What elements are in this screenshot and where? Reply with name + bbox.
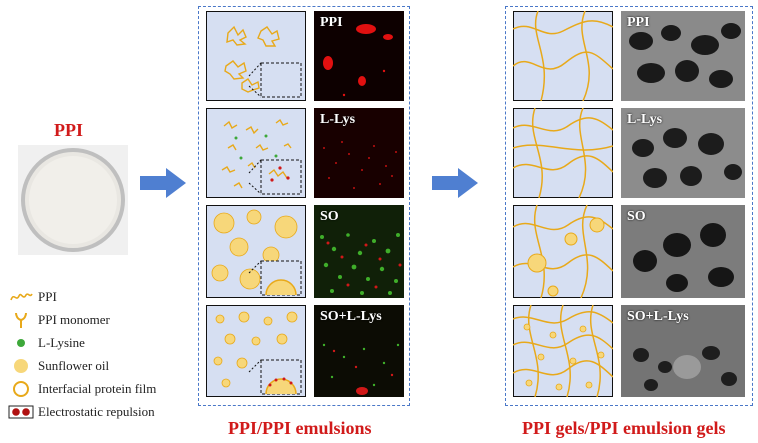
legend-label: PPI xyxy=(38,289,57,304)
arrow-right-icon xyxy=(432,168,478,198)
emulsion-micrograph-ppi: PPI xyxy=(314,11,404,101)
gel-schematic-l-lys xyxy=(513,108,613,198)
electrostatic-repulsion-icon xyxy=(8,403,34,421)
emulsion-schematic-so xyxy=(206,205,306,298)
gel-sem-so: SO xyxy=(621,205,745,298)
emulsion-micrograph-so-l-lys: SO+L-Lys xyxy=(314,305,404,397)
ppi-monomer-icon xyxy=(8,311,34,329)
arrow-right-icon xyxy=(140,168,186,198)
ppi-aggregate-icon xyxy=(8,288,34,306)
legend-item: Electrostatic repulsion xyxy=(8,403,155,421)
legend-label: Interfacial protein film xyxy=(38,381,157,396)
legend-label: L-Lysine xyxy=(38,335,85,350)
legend-item: PPI monomer xyxy=(8,311,110,329)
emulsion-schematic-l-lys xyxy=(206,108,306,198)
legend-item: Sunflower oil xyxy=(8,357,109,375)
legend-label: PPI monomer xyxy=(38,312,110,327)
legend-item: L-Lysine xyxy=(8,334,85,352)
emulsion-schematic-ppi xyxy=(206,11,306,101)
emulsions-panel xyxy=(198,6,410,406)
gel-sem-ppi: PPI xyxy=(621,11,745,101)
sem-label: L-Lys xyxy=(627,112,663,127)
ppi-powder-image xyxy=(18,145,128,255)
legend-item: Interfacial protein film xyxy=(8,380,156,398)
gel-schematic-ppi xyxy=(513,11,613,101)
gels-panel xyxy=(505,6,753,406)
micrograph-label: SO xyxy=(320,209,339,224)
micrograph-label: L-Lys xyxy=(320,112,356,127)
legend-label: Sunflower oil xyxy=(38,358,110,373)
emulsion-schematic-so-l-lys xyxy=(206,305,306,397)
sem-label: SO xyxy=(627,209,646,224)
micrograph-label: PPI xyxy=(320,15,343,30)
legend-label: Electrostatic repulsion xyxy=(38,404,155,419)
l-lysine-dot-icon xyxy=(8,334,34,352)
legend-item: PPI xyxy=(8,288,57,306)
sem-label: SO+L-Lys xyxy=(627,309,689,324)
micrograph-label: SO+L-Lys xyxy=(320,309,382,324)
gel-schematic-so xyxy=(513,205,613,298)
sunflower-oil-droplet-icon xyxy=(8,357,34,375)
emulsion-micrograph-l-lys: L-Lys xyxy=(314,108,404,198)
gel-schematic-so-l-lys xyxy=(513,305,613,397)
emulsions-caption: PPI/PPI emulsions xyxy=(228,418,372,438)
interfacial-film-ring-icon xyxy=(8,380,34,398)
emulsion-micrograph-so: SO xyxy=(314,205,404,298)
gel-sem-so-l-lys: SO+L-Lys xyxy=(621,305,745,397)
ppi-sample-title: PPI xyxy=(54,120,83,140)
sem-label: PPI xyxy=(627,15,650,30)
gels-caption: PPI gels/PPI emulsion gels xyxy=(522,418,726,438)
gel-sem-l-lys: L-Lys xyxy=(621,108,745,198)
